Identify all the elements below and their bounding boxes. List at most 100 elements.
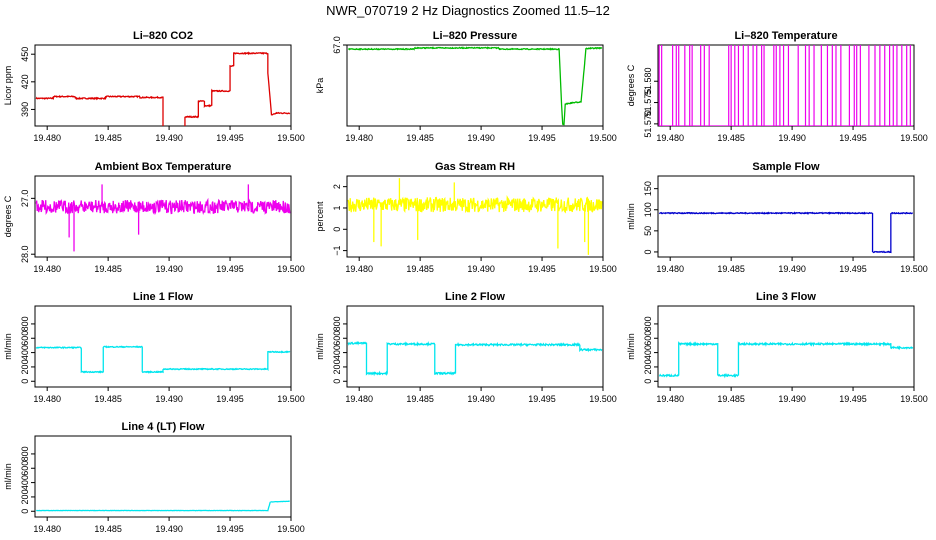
ambient-box-temperature-xtick-label: 19.485 (94, 264, 122, 274)
li-820-temperature-ylabel: degrees C (626, 64, 636, 106)
li-820-pressure-xtick-label: 19.480 (345, 133, 373, 143)
line-3-flow-xtick-label: 19.500 (900, 394, 928, 404)
li-820-temperature-ytick-label: 51.570 (643, 110, 653, 138)
sample-flow-plot-frame (657, 175, 915, 258)
li-820-co2-trace (35, 51, 291, 126)
li-820-pressure-ylabel: kPa (315, 78, 325, 94)
gas-stream-rh-xtick-label: 19.490 (467, 264, 495, 274)
ambient-box-temperature-ytick-label: 28.0 (20, 245, 30, 263)
sample-flow-panel: Sample Flow 19.480 19.485 19.490 19.495 19.50… (626, 161, 928, 274)
line-1-flow-ytick-label: 800 (20, 316, 30, 331)
line-2-flow-series (347, 340, 603, 377)
line-3-flow-ylabel: ml/min (626, 333, 636, 360)
li-820-temperature-panel: Li–820 Temperature 19.480 19.485 19.490 19.4… (626, 30, 928, 143)
line-3-flow-ytick-label: 0 (643, 379, 653, 384)
li-820-pressure-plot-frame (346, 44, 604, 127)
gas-stream-rh-ytick-label: 0 (332, 227, 342, 232)
li-820-temperature-xtick-label: 19.480 (656, 133, 684, 143)
li-820-co2-ytick-label: 390 (20, 102, 30, 117)
line-1-flow-plot-frame (34, 305, 292, 388)
li-820-co2-ylabel: Licor ppm (3, 66, 13, 106)
sample-flow-ytick-label: 100 (643, 202, 653, 217)
line-1-flow-title: Line 1 Flow (133, 291, 193, 303)
line-3-flow-ytick-label: 400 (643, 345, 653, 360)
line-3-flow-panel: Line 3 Flow 19.480 19.485 19.490 19.495 19.50… (626, 291, 928, 404)
sample-flow-ytick-label: 150 (643, 181, 653, 196)
line-2-flow-title: Line 2 Flow (445, 291, 505, 303)
line-4-lt-flow-xtick-label: 19.490 (155, 524, 183, 534)
line-1-flow-ytick-label: 0 (20, 379, 30, 384)
line-3-flow-xtick-label: 19.495 (839, 394, 867, 404)
li-820-co2-panel: Li–820 CO2 19.480 19.485 19.490 19.495 19.500… (3, 30, 305, 143)
gas-stream-rh-ylabel: percent (315, 201, 325, 232)
line-4-lt-flow-trace (36, 500, 290, 512)
line-2-flow-xtick-label: 19.480 (345, 394, 373, 404)
sample-flow-ytick-label: 50 (643, 226, 653, 236)
line-1-flow-xtick-label: 19.490 (155, 394, 183, 404)
sample-flow-xtick-label: 19.480 (656, 264, 684, 274)
gas-stream-rh-ytick-label: 1 (332, 205, 342, 210)
line-1-flow-panel: Line 1 Flow 19.480 19.485 19.490 19.495 19.50… (3, 291, 305, 404)
line-1-flow-xtick-label: 19.500 (277, 394, 305, 404)
sample-flow-xtick-label: 19.485 (717, 264, 745, 274)
line-2-flow-ylabel: ml/min (315, 333, 325, 360)
ambient-box-temperature-xtick-label: 19.480 (33, 264, 61, 274)
line-3-flow-ytick-label: 800 (643, 316, 653, 331)
li-820-pressure-panel: Li–820 Pressure 19.480 19.485 19.490 19.495 1… (315, 30, 617, 143)
line-3-flow-xtick-label: 19.490 (778, 394, 806, 404)
line-2-flow-xtick-label: 19.500 (589, 394, 617, 404)
line-4-lt-flow-ytick-label: 800 (20, 446, 30, 461)
li-820-pressure-ytick-label: 67.0 (332, 36, 342, 54)
ambient-box-temperature-xtick-label: 19.495 (216, 264, 244, 274)
li-820-temperature-xtick-label: 19.490 (778, 133, 806, 143)
li-820-co2-xtick-label: 19.500 (277, 133, 305, 143)
line-2-flow-panel: Line 2 Flow 19.480 19.485 19.490 19.495 19.50… (315, 291, 617, 404)
line-3-flow-xtick-label: 19.485 (717, 394, 745, 404)
li-820-co2-xtick-label: 19.485 (94, 133, 122, 143)
sample-flow-xtick-label: 19.490 (778, 264, 806, 274)
line-4-lt-flow-title: Line 4 (LT) Flow (122, 421, 205, 433)
figure-title: NWR_070719 2 Hz Diagnostics Zoomed 11.5–… (326, 3, 610, 18)
line-2-flow-ytick-label: 400 (332, 345, 342, 360)
line-4-lt-flow-plot-frame (34, 435, 292, 518)
sample-flow-xtick-label: 19.495 (839, 264, 867, 274)
line-1-flow-ytick-label: 200 (20, 359, 30, 374)
gas-stream-rh-xtick-label: 19.485 (406, 264, 434, 274)
line-2-flow-xtick-label: 19.490 (467, 394, 495, 404)
line-1-flow-xtick-label: 19.480 (33, 394, 61, 404)
line-4-lt-flow-xtick-label: 19.500 (277, 524, 305, 534)
line-1-flow-ytick-label: 600 (20, 331, 30, 346)
li-820-co2-xtick-label: 19.480 (33, 133, 61, 143)
ambient-box-temperature-xtick-label: 19.500 (277, 264, 305, 274)
line-2-flow-xtick-label: 19.485 (406, 394, 434, 404)
line-2-flow-trace (347, 340, 603, 377)
line-4-lt-flow-ytick-label: 0 (20, 509, 30, 514)
ambient-box-temperature-xtick-label: 19.490 (155, 264, 183, 274)
gas-stream-rh-ytick-label: −1 (332, 245, 342, 255)
line-3-flow-plot-frame (657, 305, 915, 388)
li-820-co2-ytick-label: 450 (20, 47, 30, 62)
li-820-pressure-xtick-label: 19.500 (589, 133, 617, 143)
line-1-flow-ylabel: ml/min (3, 333, 13, 360)
li-820-co2-xtick-label: 19.490 (155, 133, 183, 143)
li-820-temperature-xtick-label: 19.500 (900, 133, 928, 143)
li-820-pressure-series (348, 46, 603, 126)
line-3-flow-series (659, 340, 914, 379)
line-4-lt-flow-xtick-label: 19.495 (216, 524, 244, 534)
line-4-lt-flow-ytick-label: 200 (20, 489, 30, 504)
gas-stream-rh-xtick-label: 19.480 (345, 264, 373, 274)
line-3-flow-title: Line 3 Flow (756, 291, 816, 303)
gas-stream-rh-panel: Gas Stream RH 19.480 19.485 19.490 19.495 19.… (315, 161, 617, 274)
li-820-pressure-xtick-label: 19.495 (528, 133, 556, 143)
gas-stream-rh-xtick-label: 19.500 (589, 264, 617, 274)
gas-stream-rh-title: Gas Stream RH (435, 161, 515, 173)
sample-flow-xtick-label: 19.500 (900, 264, 928, 274)
sample-flow-title: Sample Flow (752, 161, 820, 173)
sample-flow-trace (658, 211, 913, 254)
line-4-lt-flow-xtick-label: 19.480 (33, 524, 61, 534)
li-820-pressure-title: Li–820 Pressure (433, 30, 517, 42)
chart-panels: Li–820 CO2 19.480 19.485 19.490 19.495 19.500… (3, 30, 928, 534)
sample-flow-series (658, 211, 913, 254)
li-820-temperature-plot-frame (657, 44, 915, 127)
